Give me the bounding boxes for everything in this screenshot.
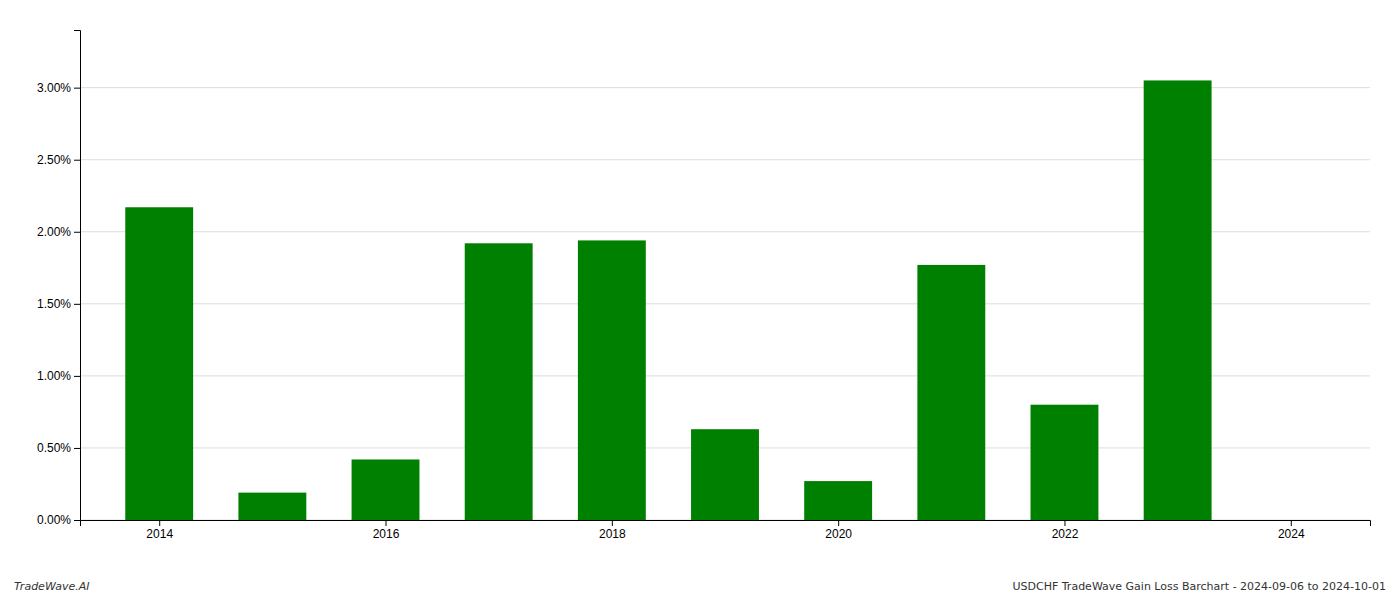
x-tick: 2020 xyxy=(825,520,852,541)
y-tick: 2.00% xyxy=(37,225,80,239)
x-tick-label: 2022 xyxy=(1052,527,1079,541)
x-tick: 2024 xyxy=(1278,520,1305,541)
bar xyxy=(917,265,985,520)
bar xyxy=(691,429,759,520)
y-tick-label: 1.00% xyxy=(37,369,71,383)
y-tick-label: 2.00% xyxy=(37,225,71,239)
x-axis: 2014 2016 2018 2020 2022 2024 xyxy=(81,520,1371,541)
bar xyxy=(1031,405,1099,520)
y-tick: 1.00% xyxy=(37,369,80,383)
y-tick-mark xyxy=(74,160,80,161)
footer-right: USDCHF TradeWave Gain Loss Barchart - 20… xyxy=(1012,580,1386,593)
bar xyxy=(238,493,306,520)
chart: 2014 2016 2018 2020 2022 2024 0.00% 0.50% 1.00% 1… xyxy=(0,0,1400,600)
x-tick-mark xyxy=(1064,520,1065,526)
x-tick-label: 2024 xyxy=(1278,527,1305,541)
x-tick-label: 2014 xyxy=(146,527,173,541)
x-tick-mark xyxy=(159,520,160,526)
y-tick-label: 3.00% xyxy=(37,81,71,95)
bar xyxy=(125,207,193,520)
y-tick-mark xyxy=(74,304,80,305)
y-tick: 3.00% xyxy=(37,81,80,95)
bar xyxy=(1144,80,1212,520)
x-tick-mark xyxy=(612,520,613,526)
y-tick: 2.50% xyxy=(37,153,80,167)
y-tick-label: 0.50% xyxy=(37,441,71,455)
bar xyxy=(352,459,420,520)
bar xyxy=(578,240,646,520)
footer-left: TradeWave.AI xyxy=(14,580,89,593)
y-tick-label: 0.00% xyxy=(37,513,71,527)
y-axis: 0.00% 0.50% 1.00% 1.50% 2.00% 2.50% 3.00% xyxy=(37,31,81,528)
x-tick: 2016 xyxy=(373,520,400,541)
bar xyxy=(465,243,533,520)
y-tick-mark xyxy=(74,232,80,233)
x-tick: 2018 xyxy=(599,520,626,541)
y-tick-label: 1.50% xyxy=(37,297,71,311)
plot-area xyxy=(125,80,1211,520)
y-tick-mark xyxy=(74,376,80,377)
y-tick-mark xyxy=(74,520,80,521)
x-axis-line xyxy=(81,521,1371,527)
x-tick-mark xyxy=(1291,520,1292,526)
x-tick-label: 2020 xyxy=(825,527,852,541)
y-tick-label: 2.50% xyxy=(37,153,71,167)
y-tick: 0.00% xyxy=(37,513,80,527)
y-tick-mark xyxy=(74,448,80,449)
x-tick-label: 2016 xyxy=(373,527,400,541)
x-tick-mark xyxy=(838,520,839,526)
y-tick: 1.50% xyxy=(37,297,80,311)
x-tick: 2014 xyxy=(146,520,173,541)
bar xyxy=(1257,520,1325,521)
y-axis-line xyxy=(74,31,81,521)
x-tick: 2022 xyxy=(1052,520,1079,541)
y-tick: 0.50% xyxy=(37,441,80,455)
x-tick-mark xyxy=(386,520,387,526)
bar xyxy=(804,481,872,520)
y-tick-mark xyxy=(74,88,80,89)
x-tick-label: 2018 xyxy=(599,527,626,541)
